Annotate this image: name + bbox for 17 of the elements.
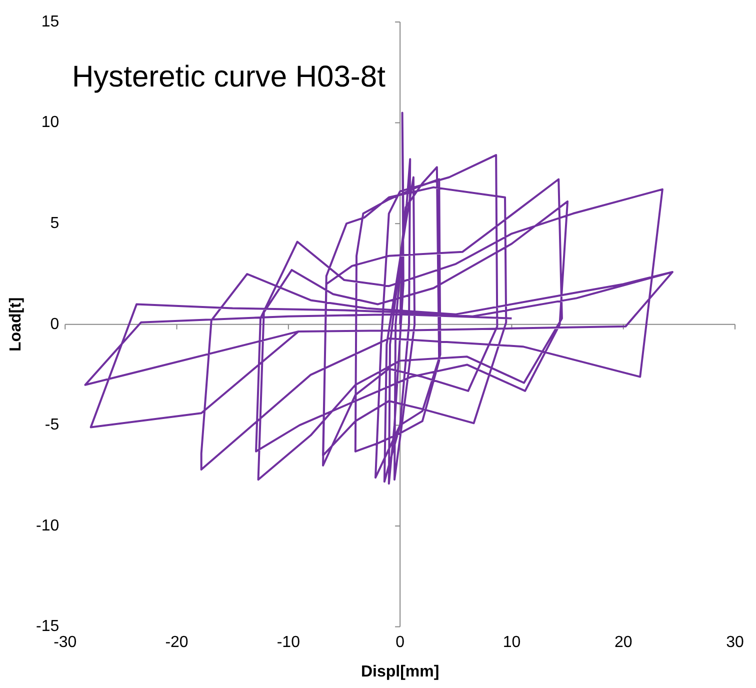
x-tick-label: 10 — [502, 634, 521, 651]
x-tick-label: -10 — [276, 634, 300, 651]
x-tick-label: 0 — [396, 634, 405, 651]
y-tick-label: 10 — [41, 114, 60, 132]
y-tick-label: 5 — [50, 215, 60, 232]
text: Hysteretic curve H03-8t — [72, 60, 386, 94]
x-axis-title: Displ[mm] — [360, 663, 440, 680]
y-tick-label: 15 — [41, 13, 60, 30]
y-tick-label: 0 — [50, 316, 60, 333]
y-axis-title: Load[t] — [7, 297, 24, 352]
x-tick-label: -20 — [165, 634, 188, 651]
y-tick-label: -10 — [36, 517, 60, 534]
x-tick-label: 20 — [614, 634, 632, 651]
x-tick-label: 30 — [726, 634, 744, 651]
y-tick-label: -15 — [36, 618, 60, 636]
x-tick-label: -30 — [54, 634, 77, 651]
y-tick-label: -5 — [44, 416, 60, 434]
